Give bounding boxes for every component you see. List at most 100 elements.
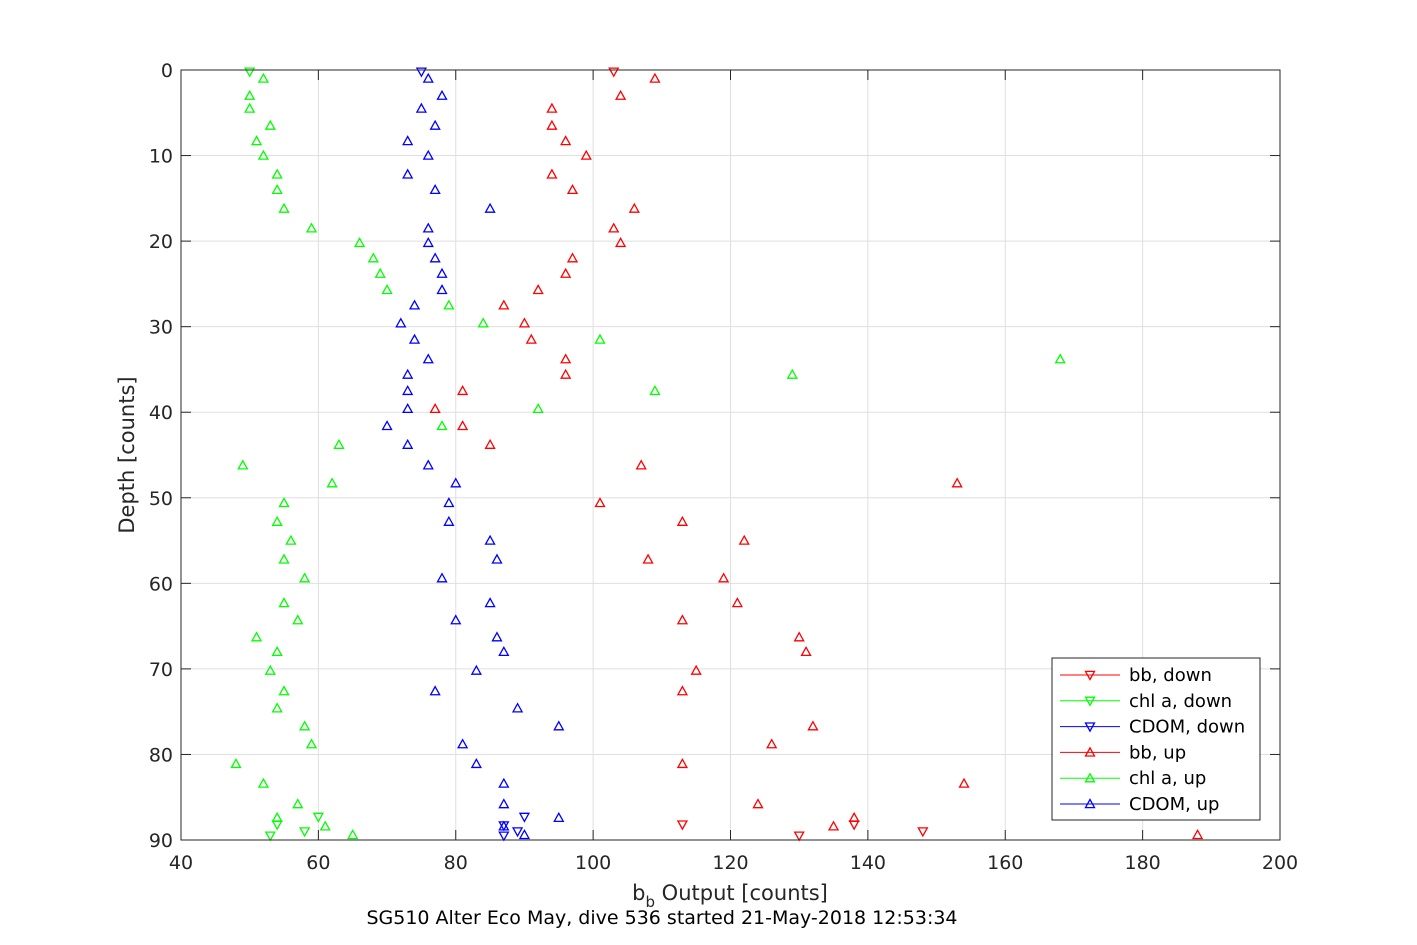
data-point xyxy=(477,317,489,328)
legend-label: chl a, up xyxy=(1129,768,1206,789)
x-axis-label-subscript: b xyxy=(645,893,655,911)
data-point xyxy=(827,820,840,831)
data-point xyxy=(498,798,510,809)
data-point xyxy=(566,183,579,195)
data-point xyxy=(333,438,345,449)
data-point xyxy=(848,811,860,823)
data-point xyxy=(319,820,331,831)
data-point xyxy=(786,368,798,379)
data-point xyxy=(436,267,448,278)
data-point xyxy=(326,477,338,488)
data-point xyxy=(347,829,359,840)
data-point xyxy=(264,119,276,130)
data-point xyxy=(285,534,297,545)
data-point xyxy=(484,534,496,545)
data-point xyxy=(305,738,318,749)
data-point xyxy=(546,168,558,179)
data-point xyxy=(271,645,283,657)
data-point xyxy=(450,614,462,625)
data-point xyxy=(429,119,441,130)
data-point xyxy=(402,402,414,414)
legend-marker xyxy=(1084,798,1096,809)
chart-caption: SG510 Alter Eco May, dive 536 started 21… xyxy=(366,907,957,929)
legend-label: CDOM, up xyxy=(1129,794,1219,815)
data-point xyxy=(402,384,414,396)
data-point xyxy=(690,664,702,675)
data-point xyxy=(402,368,414,379)
x-tick-label: 200 xyxy=(1262,852,1298,874)
data-point xyxy=(312,812,324,823)
x-axis-label: bb Output [counts] xyxy=(632,881,828,911)
series-3 xyxy=(429,72,1204,840)
data-point xyxy=(532,402,544,414)
data-point xyxy=(676,820,689,831)
x-tick-label: 100 xyxy=(575,852,611,874)
data-point xyxy=(408,333,421,344)
data-point xyxy=(292,614,304,625)
data-point xyxy=(278,685,290,696)
legend-marker xyxy=(1084,746,1096,757)
data-point xyxy=(422,236,434,248)
y-tick-label: 0 xyxy=(161,60,173,82)
data-point xyxy=(917,827,929,838)
legend-label: chl a, down xyxy=(1129,691,1232,712)
data-point xyxy=(518,829,531,840)
data-point xyxy=(470,664,482,675)
x-axis-label-main: b xyxy=(632,881,645,905)
data-point xyxy=(594,497,606,508)
x-tick-label: 160 xyxy=(987,852,1023,874)
data-point xyxy=(278,202,290,213)
data-point xyxy=(402,168,414,179)
y-tick-label: 10 xyxy=(149,146,173,168)
data-point xyxy=(237,459,249,470)
data-point xyxy=(525,333,537,344)
data-point xyxy=(429,402,441,414)
data-point xyxy=(457,738,469,749)
data-point xyxy=(491,553,503,564)
data-point xyxy=(271,168,283,179)
data-point xyxy=(408,299,421,310)
data-point xyxy=(958,777,970,788)
data-point xyxy=(484,597,496,608)
data-point xyxy=(415,102,428,113)
data-points xyxy=(230,67,1204,842)
axis-ticks: 40 60 80 100 120 140 160 180 200 0 10 20 30 40 50 60 70 8… xyxy=(149,60,1298,874)
data-point xyxy=(553,720,565,731)
data-point xyxy=(422,72,434,83)
data-point xyxy=(951,477,963,488)
data-point xyxy=(244,102,256,113)
data-point xyxy=(429,685,441,696)
data-point xyxy=(292,798,304,809)
data-point xyxy=(484,438,496,449)
data-point xyxy=(718,572,730,583)
data-point xyxy=(299,827,311,838)
data-point xyxy=(594,333,606,344)
data-point xyxy=(402,135,414,146)
data-point xyxy=(244,67,256,78)
x-tick-label: 180 xyxy=(1124,852,1160,874)
data-point xyxy=(676,758,689,769)
data-point xyxy=(560,267,572,278)
data-point xyxy=(470,758,482,769)
legend: bb, down chl a, down CDOM, down bb, up chl a… xyxy=(1051,657,1261,821)
data-point xyxy=(381,420,393,431)
data-point xyxy=(498,645,510,657)
legend-marker xyxy=(1084,696,1096,707)
data-point xyxy=(1191,829,1204,840)
data-point xyxy=(614,236,627,248)
legend-marker xyxy=(1084,670,1096,681)
data-point xyxy=(546,102,558,113)
data-point xyxy=(793,631,805,642)
legend-label: bb, up xyxy=(1129,742,1186,763)
data-point xyxy=(731,597,743,608)
data-point xyxy=(457,384,469,396)
series-1 xyxy=(244,67,324,842)
data-point xyxy=(511,827,524,838)
data-point xyxy=(676,515,689,526)
data-point xyxy=(353,236,366,248)
data-point xyxy=(264,831,276,842)
data-point xyxy=(676,614,689,625)
data-point xyxy=(635,459,647,470)
data-point xyxy=(793,831,805,842)
y-tick-label: 40 xyxy=(149,402,173,424)
